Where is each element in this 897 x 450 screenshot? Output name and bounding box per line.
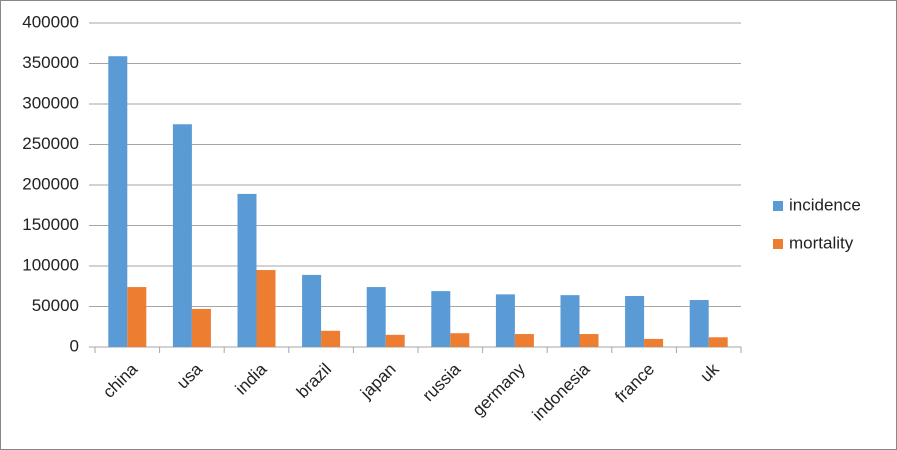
y-tick-label: 400000 <box>22 12 79 31</box>
y-tick-label: 0 <box>70 336 79 355</box>
y-tick-label: 250000 <box>22 134 79 153</box>
bar <box>495 294 515 347</box>
bar <box>514 334 534 347</box>
y-tick-label: 100000 <box>22 255 79 274</box>
bar <box>450 333 470 347</box>
bar <box>625 295 645 347</box>
bar <box>127 287 147 347</box>
bar <box>237 193 257 347</box>
y-tick-label: 200000 <box>22 174 79 193</box>
bar <box>385 334 405 347</box>
legend-label: incidence <box>789 195 861 214</box>
bar <box>579 334 599 347</box>
legend-swatch <box>773 201 783 211</box>
bar <box>708 337 728 347</box>
bar <box>321 330 341 347</box>
bar <box>560 295 580 347</box>
bar <box>689 300 709 347</box>
bar <box>191 308 211 347</box>
bar <box>172 124 192 347</box>
y-tick-label: 150000 <box>22 215 79 234</box>
bar <box>256 270 276 347</box>
bar <box>108 56 128 348</box>
bar <box>302 274 322 347</box>
bar <box>366 287 386 347</box>
bar <box>431 291 451 347</box>
y-tick-label: 350000 <box>22 53 79 72</box>
y-tick-label: 50000 <box>32 296 79 315</box>
legend-swatch <box>773 239 783 249</box>
y-tick-label: 300000 <box>22 93 79 112</box>
legend-label: mortality <box>789 233 854 252</box>
bar <box>644 338 664 347</box>
